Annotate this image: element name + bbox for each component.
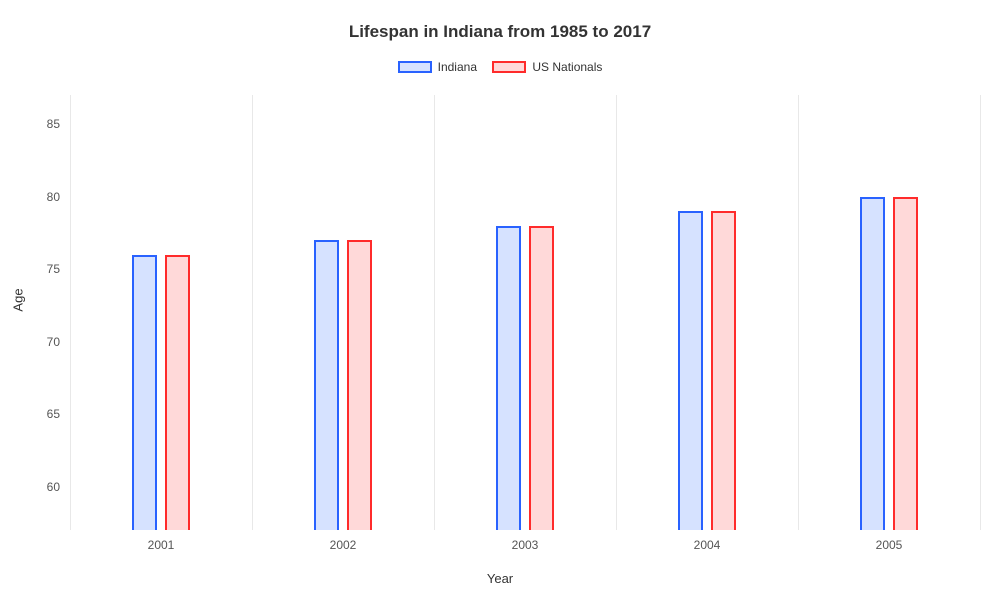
bar-indiana <box>860 197 885 531</box>
x-tick-label: 2001 <box>148 538 175 552</box>
legend-swatch-us <box>492 61 526 73</box>
gridline-v <box>616 95 617 530</box>
y-tick-label: 75 <box>47 262 60 276</box>
legend-label: Indiana <box>438 60 477 74</box>
legend-item-indiana: Indiana <box>398 60 477 74</box>
bar-us-nationals <box>529 226 554 531</box>
gridline-v <box>798 95 799 530</box>
legend-label: US Nationals <box>532 60 602 74</box>
chart-container: Lifespan in Indiana from 1985 to 2017 In… <box>0 0 1000 600</box>
x-axis-label: Year <box>0 571 1000 586</box>
bar-indiana <box>132 255 157 531</box>
bar-us-nationals <box>711 211 736 530</box>
legend: Indiana US Nationals <box>0 60 1000 76</box>
y-tick-label: 65 <box>47 407 60 421</box>
gridline-v <box>70 95 71 530</box>
x-tick-label: 2004 <box>694 538 721 552</box>
legend-item-us: US Nationals <box>492 60 602 74</box>
y-tick-label: 60 <box>47 480 60 494</box>
bar-indiana <box>496 226 521 531</box>
gridline-v <box>980 95 981 530</box>
chart-title: Lifespan in Indiana from 1985 to 2017 <box>0 22 1000 42</box>
y-axis-label: Age <box>11 288 26 311</box>
bar-us-nationals <box>165 255 190 531</box>
x-tick-label: 2005 <box>876 538 903 552</box>
gridline-v <box>434 95 435 530</box>
bar-us-nationals <box>347 240 372 530</box>
y-tick-label: 80 <box>47 190 60 204</box>
plot-area <box>70 95 980 530</box>
x-tick-label: 2002 <box>330 538 357 552</box>
legend-swatch-indiana <box>398 61 432 73</box>
bar-us-nationals <box>893 197 918 531</box>
gridline-v <box>252 95 253 530</box>
bar-indiana <box>314 240 339 530</box>
x-tick-label: 2003 <box>512 538 539 552</box>
y-tick-label: 70 <box>47 335 60 349</box>
y-tick-label: 85 <box>47 117 60 131</box>
bar-indiana <box>678 211 703 530</box>
